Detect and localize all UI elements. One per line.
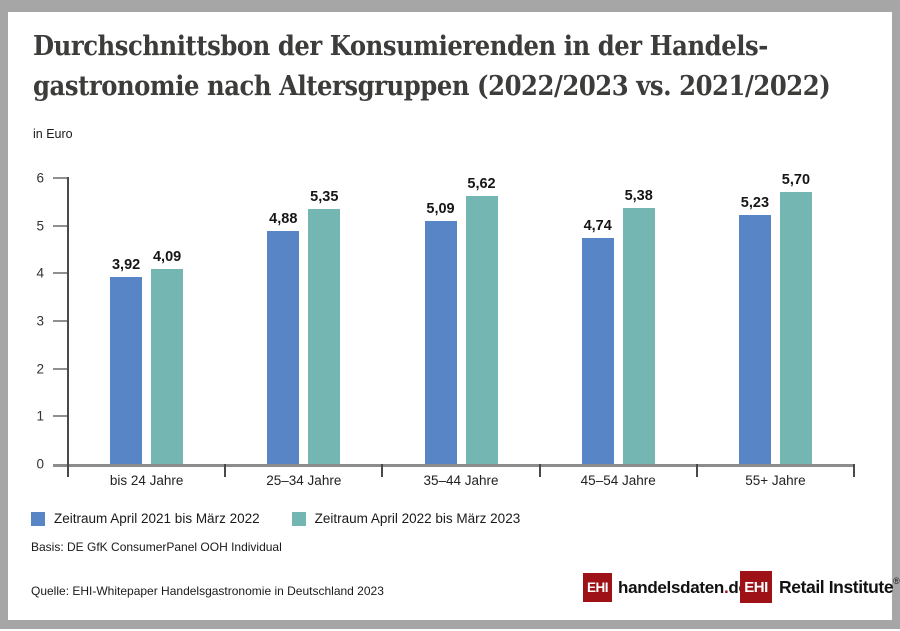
x-axis-baseline xyxy=(53,464,855,467)
registered-mark-icon: ® xyxy=(893,576,900,586)
handelsdaten-dot: . xyxy=(723,577,729,597)
bar: 4,09 xyxy=(151,249,184,464)
bar-group: 4,88 5,35 xyxy=(225,178,382,464)
x-tick-mark xyxy=(67,464,69,477)
x-category-label: bis 24 Jahre xyxy=(109,473,184,488)
bar-value-label: 5,62 xyxy=(467,176,496,193)
title-line-2: gastronomie nach Altersgruppen (2022/202… xyxy=(33,71,831,102)
legend-swatch xyxy=(31,511,45,526)
bar: 5,09 xyxy=(424,201,457,464)
unit-label: in Euro xyxy=(33,127,73,141)
x-axis-labels: bis 24 Jahre 25–34 Jahre 35–44 Jahre 45–54 … xyxy=(68,473,854,488)
x-tick-mark xyxy=(224,464,227,477)
x-tick-mark xyxy=(381,464,384,477)
bar: 3,92 xyxy=(110,257,143,464)
bar: 5,38 xyxy=(622,188,655,464)
x-axis-ticks xyxy=(67,464,855,477)
y-tick-mark xyxy=(53,224,68,227)
x-tick-mark xyxy=(853,464,855,477)
bar-group: 5,23 5,70 xyxy=(697,172,854,464)
handelsdaten-name: handelsdaten xyxy=(618,577,724,597)
source-note: Quelle: EHI-Whitepaper Handelsgastronomi… xyxy=(31,584,384,598)
bar-value-label: 4,74 xyxy=(583,218,612,235)
handelsdaten-wordmark: handelsdaten.de xyxy=(618,578,748,598)
x-category-label: 55+ Jahre xyxy=(745,473,806,488)
bar: 4,74 xyxy=(581,218,614,464)
legend-item: Zeitraum April 2022 bis März 2023 xyxy=(291,511,521,526)
bar: 5,62 xyxy=(465,176,498,464)
bar-value-label: 5,70 xyxy=(781,172,811,189)
x-tick-mark xyxy=(538,464,541,477)
bar-value-label: 5,38 xyxy=(624,187,653,204)
ehi-logo-mark: EHI xyxy=(583,573,612,602)
legend-item: Zeitraum April 2021 bis März 2022 xyxy=(31,511,260,526)
y-tick-label: 4 xyxy=(36,265,44,281)
logo-retail-institute: EHI Retail Institute® xyxy=(740,571,900,603)
y-tick-mark xyxy=(53,367,68,370)
bar-value-label: 4,88 xyxy=(269,211,298,228)
bar: 4,88 xyxy=(267,211,300,464)
y-tick-mark xyxy=(53,415,68,418)
y-tick-label: 1 xyxy=(36,408,44,424)
bar-value-label: 5,35 xyxy=(310,188,339,205)
y-axis-line xyxy=(67,177,69,477)
bar-value-label: 3,92 xyxy=(111,257,141,274)
legend-swatch xyxy=(291,511,306,526)
y-axis-labels: 0 1 2 3 4 5 6 xyxy=(0,171,44,472)
page-title: Durchschnittsbon der Konsumierenden in d… xyxy=(33,27,831,107)
y-tick-label: 5 xyxy=(36,218,44,234)
legend-label: Zeitraum April 2021 bis März 2022 xyxy=(54,511,260,526)
x-category-label: 25–34 Jahre xyxy=(266,473,342,488)
y-tick-label: 6 xyxy=(36,170,44,186)
y-tick-mark xyxy=(53,177,68,179)
bar: 5,23 xyxy=(738,195,771,464)
bar-group: 4,74 5,38 xyxy=(540,178,697,464)
bar: 5,70 xyxy=(779,172,812,464)
retail-institute-name: Retail Institute xyxy=(779,577,894,597)
basis-note: Basis: DE GfK ConsumerPanel OOH Individu… xyxy=(31,540,282,554)
bar-group: 5,09 5,62 xyxy=(382,176,539,464)
x-category-label: 45–54 Jahre xyxy=(580,473,656,488)
y-tick-mark xyxy=(53,320,68,322)
y-tick-label: 3 xyxy=(36,313,44,329)
plot-area: 3,92 4,09 4,88 5,35 5,09 5,62 4,74 5,38 5,23 5,70 xyxy=(68,172,854,464)
x-category-label: 35–44 Jahre xyxy=(423,473,499,488)
legend: Zeitraum April 2021 bis März 2022 Zeitrau… xyxy=(31,511,520,526)
bar-value-label: 4,09 xyxy=(152,249,182,266)
bar: 5,35 xyxy=(308,189,341,464)
logo-handelsdaten: EHI handelsdaten.de xyxy=(583,573,748,602)
bar-group: 3,92 4,09 xyxy=(68,178,225,464)
retail-institute-wordmark: Retail Institute® xyxy=(779,576,900,598)
bar-value-label: 5,09 xyxy=(426,201,455,218)
x-tick-mark xyxy=(695,464,698,477)
ehi-logo-mark: EHI xyxy=(740,571,772,603)
y-axis-ticks xyxy=(53,177,68,464)
bar-value-label: 5,23 xyxy=(740,194,770,211)
legend-label: Zeitraum April 2022 bis März 2023 xyxy=(314,511,521,526)
title-line-1: Durchschnittsbon der Konsumierenden in d… xyxy=(33,31,768,62)
y-tick-label: 0 xyxy=(36,456,44,472)
y-tick-mark xyxy=(53,272,68,275)
y-tick-label: 2 xyxy=(36,361,44,377)
